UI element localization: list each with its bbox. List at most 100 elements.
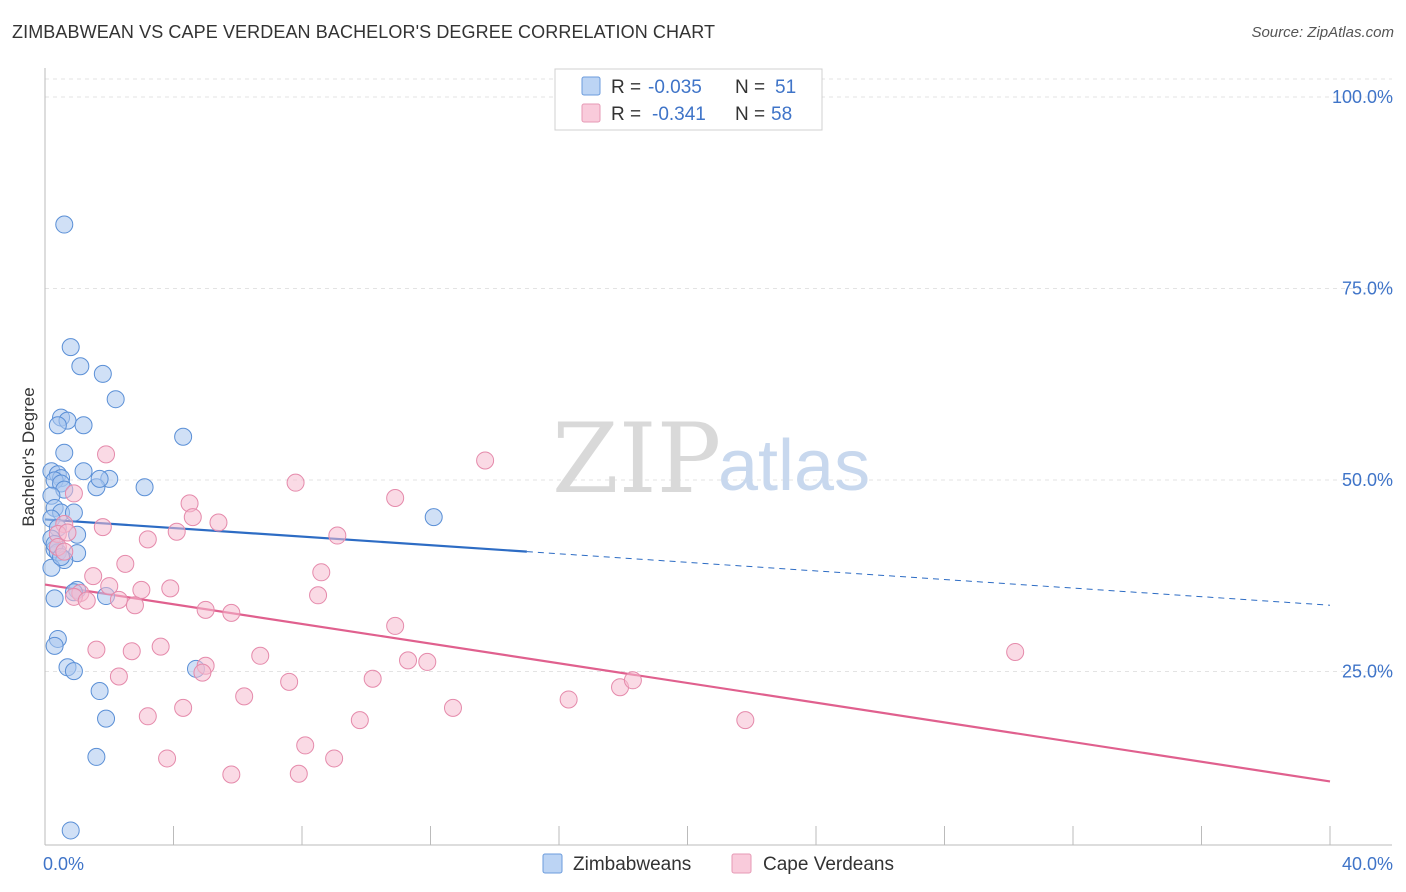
cape-verdean-point-29 bbox=[222, 603, 241, 622]
cape-verdean-point-38 bbox=[193, 663, 212, 682]
series-legend: Zimbabweans Cape Verdeans bbox=[542, 853, 894, 875]
cape-verdean-point-21 bbox=[132, 580, 151, 599]
legend-n-label-1: N = bbox=[735, 77, 765, 98]
cape-verdean-point-20 bbox=[161, 579, 180, 598]
cape-verdean-point-12 bbox=[328, 526, 347, 545]
cape-verdean-point-24 bbox=[309, 586, 328, 605]
cape-verdean-point-55 bbox=[289, 764, 308, 783]
cape-verdean-point-35 bbox=[399, 651, 418, 670]
cape-verdean-trend bbox=[44, 583, 1331, 783]
y-tick-label-75: 75.0% bbox=[1342, 279, 1393, 299]
cape-verdean-point-27 bbox=[125, 596, 144, 615]
series-swatch-cape-verdeans bbox=[731, 853, 752, 874]
cape-verdean-point-19 bbox=[100, 577, 119, 596]
zimbabwean-point-2 bbox=[71, 357, 90, 376]
zimbabwean-point-43 bbox=[90, 682, 109, 701]
source-credit: Source: ZipAtlas.com bbox=[1251, 24, 1394, 41]
stats-legend: R = -0.035 N = 51 R = -0.341 N = 58 bbox=[554, 68, 823, 131]
chart-title: ZIMBABWEAN VS CAPE VERDEAN BACHELOR'S DE… bbox=[12, 22, 716, 42]
zimbabwean-point-10 bbox=[55, 443, 74, 462]
cape-verdean-point-15 bbox=[55, 542, 74, 561]
x-tick-labels: 0.0% 40.0% bbox=[43, 854, 1393, 874]
zimbabwean-point-37 bbox=[45, 589, 64, 608]
cape-verdean-point-56 bbox=[1006, 642, 1025, 661]
grid-lines bbox=[45, 78, 1392, 672]
y-tick-labels: 100.0% 75.0% 50.0% 25.0% bbox=[1332, 87, 1393, 682]
cape-verdean-point-46 bbox=[174, 698, 193, 717]
legend-swatch-blue bbox=[581, 76, 601, 96]
zimbabwean-point-0 bbox=[55, 215, 74, 234]
legend-swatch-pink bbox=[581, 103, 601, 123]
cape-verdean-point-51 bbox=[296, 736, 315, 755]
series-label-cape-verdeans: Cape Verdeans bbox=[763, 854, 894, 875]
legend-r-value-1: -0.035 bbox=[648, 77, 702, 98]
cape-verdean-point-43 bbox=[623, 671, 642, 690]
cape-verdean-point-53 bbox=[325, 749, 344, 768]
cape-verdean-point-4 bbox=[64, 484, 83, 503]
cape-verdean-point-47 bbox=[443, 698, 462, 717]
cape-verdean-point-0 bbox=[97, 445, 116, 464]
cape-verdean-point-10 bbox=[167, 522, 186, 541]
cape-verdean-point-28 bbox=[196, 600, 215, 619]
zimbabwean-point-1 bbox=[61, 338, 80, 357]
data-points bbox=[42, 215, 1025, 840]
zimbabwean-point-45 bbox=[87, 747, 106, 766]
cape-verdean-point-50 bbox=[736, 711, 755, 730]
cape-verdean-point-25 bbox=[109, 590, 128, 609]
cape-verdean-point-6 bbox=[183, 508, 202, 527]
cape-verdean-point-54 bbox=[222, 765, 241, 784]
zimbabwean-trend-dashed bbox=[526, 551, 1331, 606]
y-tick-label-50: 50.0% bbox=[1342, 470, 1393, 490]
legend-n-label-2: N = bbox=[735, 104, 765, 125]
cape-verdean-point-2 bbox=[286, 473, 305, 492]
legend-r-label-2: R = bbox=[611, 104, 641, 125]
legend-n-value-1: 51 bbox=[775, 77, 796, 98]
trend-lines bbox=[44, 518, 1331, 783]
cape-verdean-point-16 bbox=[116, 554, 135, 573]
zimbabwean-point-44 bbox=[97, 709, 116, 728]
cape-verdean-point-39 bbox=[109, 667, 128, 686]
cape-verdean-point-17 bbox=[312, 563, 331, 582]
cape-verdean-point-30 bbox=[386, 616, 405, 635]
x-tick-label-min: 0.0% bbox=[43, 854, 84, 874]
zimbabwean-point-9 bbox=[174, 427, 193, 446]
zimbabwean-point-39 bbox=[45, 636, 64, 655]
zimbabwean-trend-solid bbox=[44, 518, 527, 553]
cape-verdean-point-52 bbox=[158, 749, 177, 768]
series-swatch-zimbabweans bbox=[542, 853, 563, 874]
cape-verdean-point-26 bbox=[77, 591, 96, 610]
axes bbox=[44, 68, 1392, 846]
y-axis-title: Bachelor's Degree bbox=[19, 387, 38, 526]
series-label-zimbabweans: Zimbabweans bbox=[573, 854, 691, 875]
cape-verdean-point-3 bbox=[386, 489, 405, 508]
cape-verdean-point-40 bbox=[363, 669, 382, 688]
cape-verdean-point-9 bbox=[93, 518, 112, 537]
cape-verdean-point-1 bbox=[476, 451, 495, 470]
y-tick-label-25: 25.0% bbox=[1342, 662, 1393, 682]
zimbabwean-point-7 bbox=[48, 416, 67, 435]
zimbabwean-point-4 bbox=[106, 390, 125, 409]
watermark-zip: ZIP bbox=[552, 403, 721, 515]
cape-verdean-point-36 bbox=[418, 652, 437, 671]
zimbabwean-point-8 bbox=[74, 416, 93, 435]
cape-verdean-point-45 bbox=[559, 690, 578, 709]
cape-verdean-point-34 bbox=[251, 646, 270, 665]
cape-verdean-point-18 bbox=[84, 567, 103, 586]
zimbabwean-point-14 bbox=[74, 462, 93, 481]
cape-verdean-point-13 bbox=[138, 530, 157, 549]
legend-r-label-1: R = bbox=[611, 77, 641, 98]
zimbabwean-point-3 bbox=[93, 364, 112, 383]
legend-n-value-2: 58 bbox=[771, 104, 792, 125]
legend-r-value-2: -0.341 bbox=[652, 104, 706, 125]
cape-verdean-point-49 bbox=[350, 711, 369, 730]
watermark-atlas: atlas bbox=[718, 426, 870, 506]
cape-verdean-point-33 bbox=[122, 642, 141, 661]
zimbabwean-point-24 bbox=[64, 503, 83, 522]
y-tick-label-100: 100.0% bbox=[1332, 87, 1393, 107]
cape-verdean-point-32 bbox=[87, 640, 106, 659]
zimbabwean-point-41 bbox=[64, 662, 83, 681]
cape-verdean-point-31 bbox=[151, 637, 170, 656]
cape-verdean-point-41 bbox=[280, 672, 299, 691]
cape-verdean-point-7 bbox=[209, 513, 228, 532]
